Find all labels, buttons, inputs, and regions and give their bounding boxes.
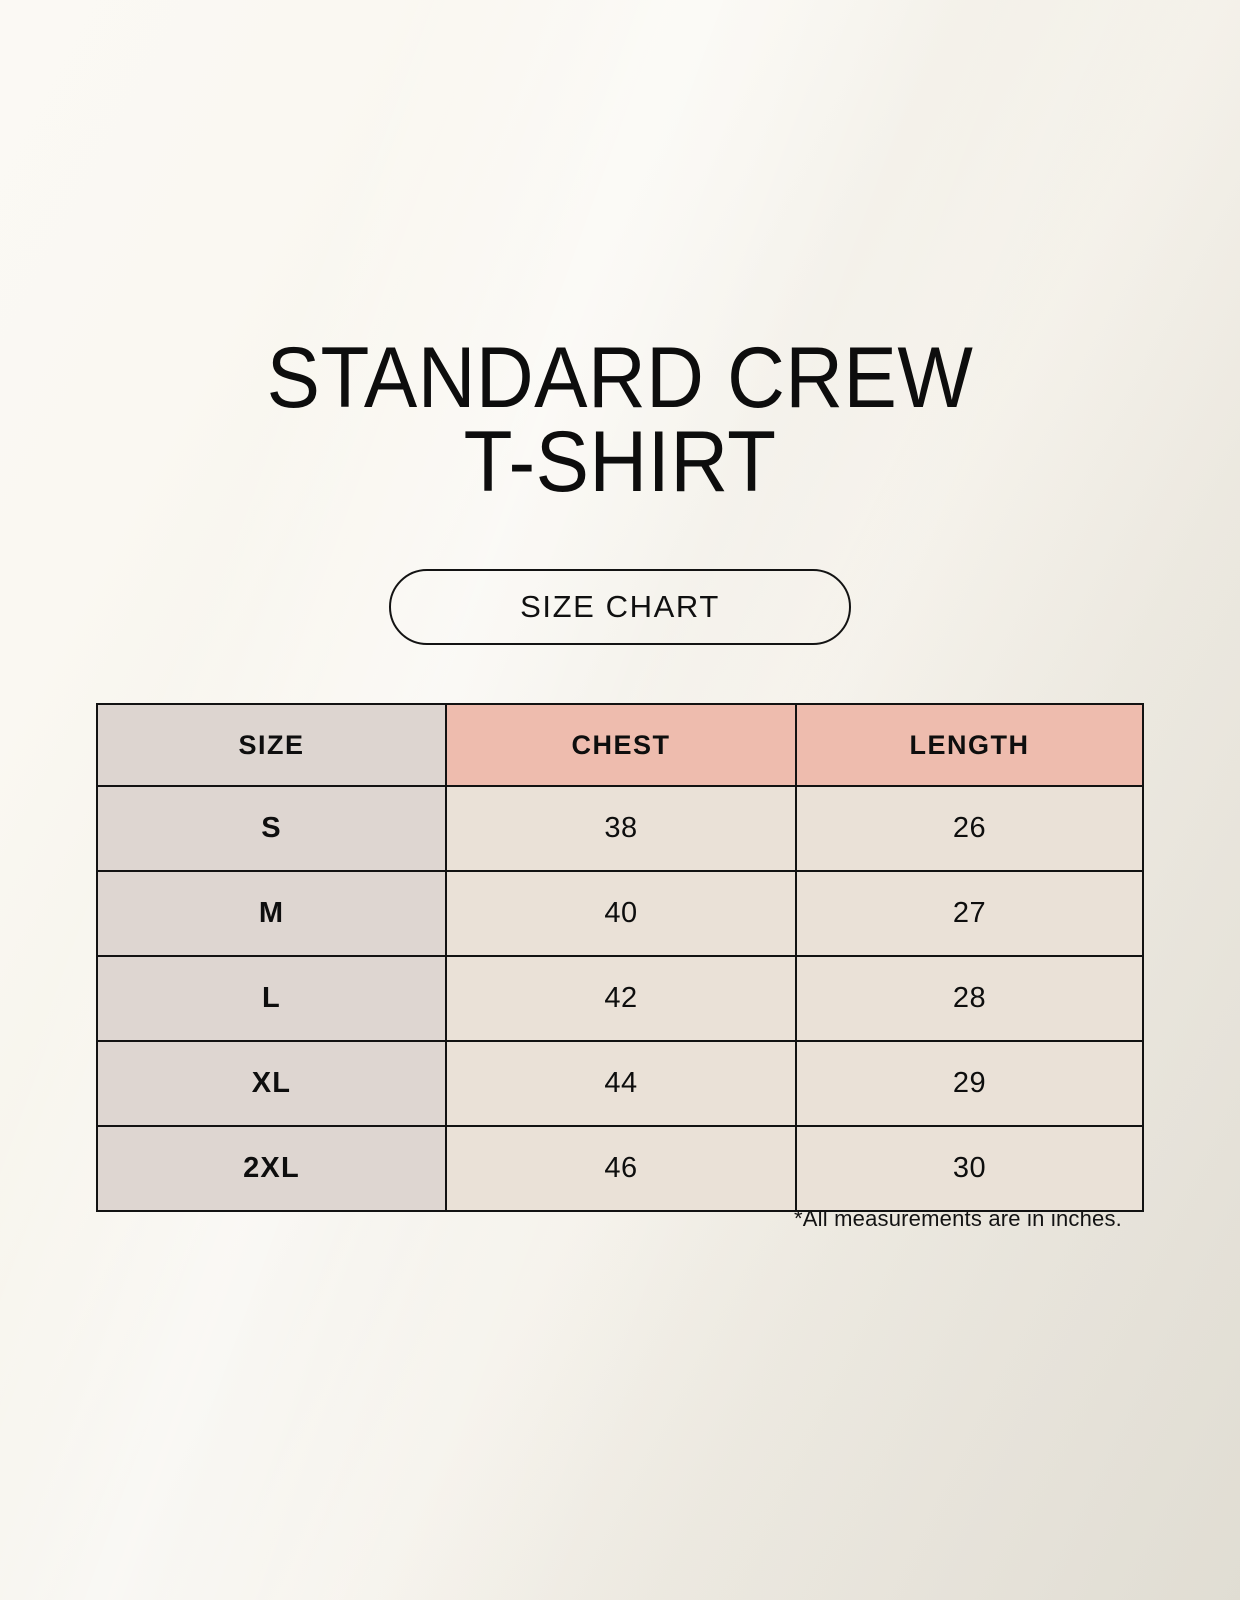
size-table-wrap: SIZE CHEST LENGTH S 38 26 M 40 27 L: [96, 703, 1144, 1212]
column-header-length: LENGTH: [795, 703, 1144, 787]
cell-length: 26: [795, 785, 1144, 872]
cell-size: S: [96, 785, 447, 872]
cell-length: 30: [795, 1125, 1144, 1212]
size-chart-badge: SIZE CHART: [389, 569, 851, 645]
column-header-size: SIZE: [96, 703, 447, 787]
table-row: S 38 26: [96, 785, 1144, 872]
table-header-row: SIZE CHEST LENGTH: [96, 703, 1144, 787]
cell-chest: 40: [445, 870, 797, 957]
cell-chest: 46: [445, 1125, 797, 1212]
size-table: SIZE CHEST LENGTH S 38 26 M 40 27 L: [96, 703, 1144, 1212]
title-line-2: T-SHIRT: [463, 414, 777, 511]
cell-size: 2XL: [96, 1125, 447, 1212]
cell-length: 28: [795, 955, 1144, 1042]
cell-size: L: [96, 955, 447, 1042]
page-title: STANDARD CREW T-SHIRT: [0, 330, 1240, 511]
cell-size: M: [96, 870, 447, 957]
column-header-chest: CHEST: [445, 703, 797, 787]
cell-length: 29: [795, 1040, 1144, 1127]
cell-size: XL: [96, 1040, 447, 1127]
title-line-1: STANDARD CREW: [266, 330, 974, 426]
table-row: 2XL 46 30: [96, 1125, 1144, 1212]
size-table-body: S 38 26 M 40 27 L 42 28 XL 44 29: [96, 785, 1144, 1212]
size-chart-badge-wrap: SIZE CHART: [0, 569, 1240, 645]
table-row: M 40 27: [96, 870, 1144, 957]
measurements-footnote: *All measurements are in inches.: [794, 1206, 1122, 1231]
cell-chest: 44: [445, 1040, 797, 1127]
table-row: XL 44 29: [96, 1040, 1144, 1127]
table-row: L 42 28: [96, 955, 1144, 1042]
size-table-head: SIZE CHEST LENGTH: [96, 703, 1144, 787]
size-chart-badge-label: SIZE CHART: [520, 589, 720, 624]
cell-length: 27: [795, 870, 1144, 957]
cell-chest: 38: [445, 785, 797, 872]
cell-chest: 42: [445, 955, 797, 1042]
